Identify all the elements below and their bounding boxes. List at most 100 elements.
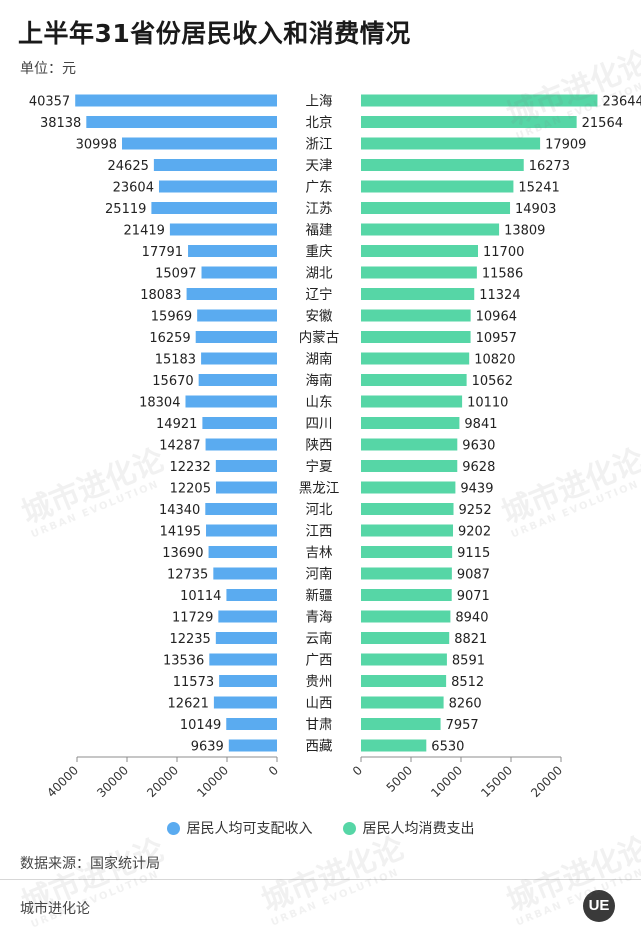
income-data-label: 15969 [151, 310, 192, 325]
income-bar [206, 524, 277, 537]
consumption-data-label: 9630 [462, 439, 495, 454]
income-bar [215, 481, 277, 494]
province-label: 湖北 [306, 266, 333, 282]
consumption-bar [361, 94, 598, 107]
income-bar [218, 610, 277, 623]
consumption-bar [361, 223, 500, 236]
income-bar [201, 352, 277, 365]
legend-item-consumption: 居民人均消费支出 [342, 818, 475, 838]
consumption-data-label: 10110 [467, 396, 508, 411]
income-data-label: 15183 [155, 353, 196, 368]
province-label: 福建 [306, 223, 333, 239]
income-data-label: 14195 [160, 525, 201, 540]
province-label: 黑龙江 [299, 481, 340, 497]
legend: 居民人均可支配收入 居民人均消费支出 [0, 818, 641, 838]
consumption-bar [361, 567, 452, 580]
income-data-label: 23604 [113, 181, 154, 196]
consumption-tick-label: 10000 [428, 763, 465, 800]
income-bar [219, 675, 277, 687]
province-label: 甘肃 [306, 717, 333, 733]
consumption-data-label: 9439 [460, 482, 493, 497]
watermark: 城市进化论 URBAN EVOLUTION [256, 830, 410, 929]
consumption-data-label: 21564 [582, 116, 623, 131]
consumption-data-label: 8260 [449, 697, 482, 712]
province-label: 辽宁 [306, 286, 333, 303]
income-data-label: 40357 [29, 95, 70, 110]
consumption-data-label: 9071 [457, 589, 490, 604]
income-data-label: 25119 [105, 202, 146, 217]
income-data-label: 17791 [142, 245, 183, 260]
province-label: 西藏 [306, 739, 333, 755]
income-data-label: 15097 [155, 267, 196, 282]
income-tick-label: 0 [266, 763, 281, 778]
consumption-tick-label: 20000 [528, 763, 565, 800]
province-label: 重庆 [306, 244, 333, 260]
province-label: 四川 [306, 416, 333, 432]
income-tick-label: 10000 [194, 763, 231, 800]
income-data-label: 13536 [163, 654, 204, 669]
income-bar [213, 696, 277, 709]
province-label: 江西 [306, 524, 333, 540]
consumption-data-label: 16273 [529, 159, 570, 174]
income-data-label: 12235 [169, 632, 210, 647]
consumption-data-label: 23644 [602, 95, 641, 110]
province-label: 陕西 [306, 438, 333, 454]
consumption-bar [361, 653, 447, 666]
income-data-label: 14287 [159, 439, 200, 454]
income-data-label: 15670 [152, 374, 193, 389]
consumption-bar [361, 331, 471, 343]
province-label: 青海 [306, 610, 333, 626]
income-data-label: 16259 [149, 331, 190, 346]
consumption-data-label: 10562 [472, 374, 513, 389]
income-bar [186, 288, 277, 300]
income-bar [205, 503, 277, 515]
income-data-label: 12232 [169, 460, 210, 475]
income-data-label: 38138 [40, 116, 81, 131]
consumption-data-label: 9841 [464, 417, 497, 432]
consumption-data-label: 9202 [458, 525, 491, 540]
data-source: 数据来源：国家统计局 [20, 856, 160, 872]
legend-income-label: 居民人均可支配收入 [186, 821, 313, 837]
income-bar [169, 223, 277, 236]
consumption-bar [361, 288, 475, 300]
income-swatch [166, 821, 180, 835]
income-data-label: 10114 [180, 589, 221, 604]
consumption-tick-label: 15000 [478, 763, 515, 800]
consumption-data-label: 11700 [483, 245, 524, 260]
province-label: 湖南 [306, 352, 333, 368]
consumption-bar [361, 374, 467, 386]
consumption-bar [361, 309, 471, 322]
income-bar [202, 417, 277, 429]
consumption-bar [361, 718, 441, 730]
province-label: 海南 [306, 373, 333, 389]
consumption-bar [361, 589, 452, 601]
watermark: 城市进化论 URBAN EVOLUTION [501, 830, 641, 929]
consumption-data-label: 15241 [518, 181, 559, 196]
consumption-bar [361, 137, 541, 150]
province-label: 山东 [306, 395, 333, 411]
footer-divider [0, 879, 641, 880]
consumption-data-label: 10964 [476, 310, 517, 325]
income-bar [215, 460, 277, 472]
income-data-label: 12621 [168, 697, 209, 712]
consumption-data-label: 7957 [446, 718, 479, 733]
income-data-label: 24625 [108, 159, 149, 174]
income-bar [151, 202, 277, 214]
consumption-data-label: 6530 [431, 740, 464, 755]
province-label: 宁夏 [306, 458, 333, 475]
income-data-label: 12735 [167, 568, 208, 583]
consumption-bar [361, 159, 524, 171]
province-label: 河北 [306, 502, 333, 518]
consumption-data-label: 8591 [452, 654, 485, 669]
consumption-bar [361, 524, 454, 537]
consumption-bar [361, 546, 453, 558]
consumption-bar [361, 180, 514, 193]
consumption-swatch [342, 821, 356, 835]
consumption-bar [361, 417, 460, 429]
income-data-label: 12205 [170, 482, 211, 497]
consumption-data-label: 9087 [457, 568, 490, 583]
mirror-bar-chart: 40357 23644 上海 38138 21564 北京 30998 17909 浙江 2462… [29, 94, 641, 801]
income-bar [209, 653, 277, 666]
legend-consumption-label: 居民人均消费支出 [362, 821, 475, 837]
province-label: 上海 [306, 94, 333, 110]
